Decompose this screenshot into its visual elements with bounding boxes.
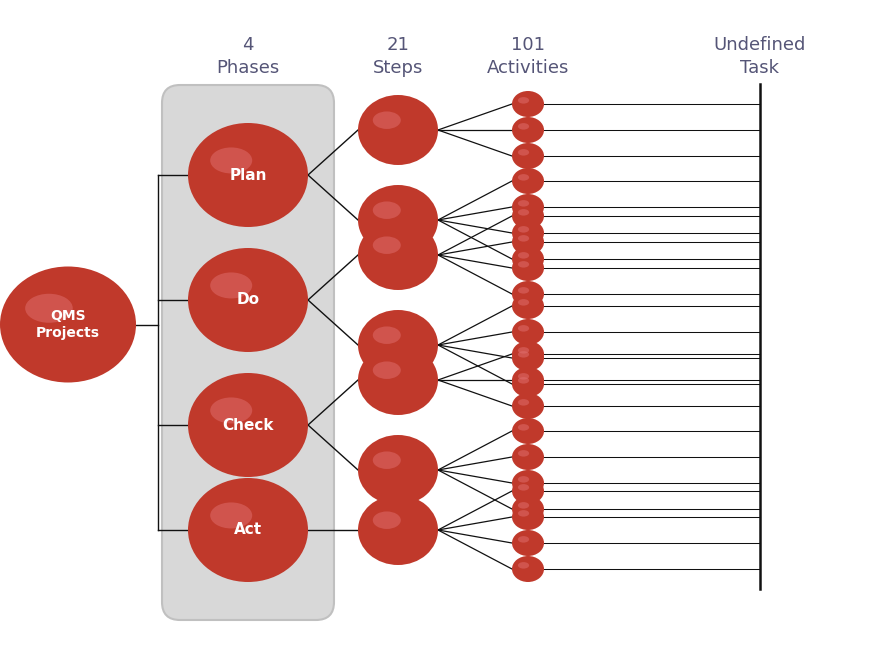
Ellipse shape (518, 476, 529, 483)
Text: 101: 101 (511, 36, 545, 54)
Ellipse shape (518, 562, 529, 569)
Ellipse shape (518, 450, 529, 457)
Ellipse shape (188, 478, 308, 582)
Ellipse shape (373, 511, 400, 529)
Ellipse shape (373, 452, 400, 469)
Ellipse shape (518, 235, 529, 241)
Ellipse shape (512, 91, 544, 117)
Ellipse shape (210, 273, 253, 299)
Ellipse shape (512, 246, 544, 272)
Ellipse shape (512, 293, 544, 319)
Text: 4: 4 (242, 36, 253, 54)
Text: QMS
Projects: QMS Projects (36, 310, 100, 339)
Ellipse shape (512, 281, 544, 307)
Ellipse shape (518, 399, 529, 406)
Text: Activities: Activities (486, 59, 569, 77)
Ellipse shape (512, 496, 544, 522)
Ellipse shape (512, 341, 544, 367)
Ellipse shape (518, 351, 529, 358)
Ellipse shape (373, 361, 400, 379)
Ellipse shape (512, 371, 544, 397)
Ellipse shape (518, 484, 529, 491)
Text: 21: 21 (386, 36, 409, 54)
Ellipse shape (512, 478, 544, 504)
Ellipse shape (512, 556, 544, 582)
Ellipse shape (518, 536, 529, 543)
Text: Task: Task (741, 59, 780, 77)
Ellipse shape (518, 123, 529, 130)
Ellipse shape (512, 504, 544, 530)
Ellipse shape (512, 418, 544, 444)
Ellipse shape (373, 201, 400, 219)
Ellipse shape (358, 495, 438, 565)
Ellipse shape (512, 229, 544, 255)
Ellipse shape (188, 248, 308, 352)
Ellipse shape (512, 168, 544, 194)
Text: Act: Act (234, 522, 262, 537)
Ellipse shape (358, 345, 438, 415)
Text: Undefined: Undefined (714, 36, 806, 54)
Ellipse shape (518, 209, 529, 215)
Ellipse shape (512, 203, 544, 229)
Ellipse shape (210, 147, 253, 173)
Ellipse shape (512, 444, 544, 470)
Ellipse shape (518, 261, 529, 267)
Text: Phases: Phases (216, 59, 280, 77)
Ellipse shape (512, 117, 544, 143)
Ellipse shape (358, 185, 438, 255)
Ellipse shape (512, 367, 544, 393)
Ellipse shape (518, 510, 529, 517)
Ellipse shape (518, 97, 529, 104)
Ellipse shape (188, 373, 308, 477)
Ellipse shape (188, 123, 308, 227)
Ellipse shape (373, 236, 400, 254)
Ellipse shape (518, 287, 529, 293)
Ellipse shape (512, 194, 544, 220)
Ellipse shape (518, 200, 529, 206)
Ellipse shape (512, 345, 544, 371)
Ellipse shape (0, 267, 136, 382)
Text: Check: Check (222, 417, 274, 432)
Ellipse shape (518, 373, 529, 380)
Ellipse shape (518, 377, 529, 384)
Ellipse shape (358, 220, 438, 290)
Ellipse shape (518, 226, 529, 232)
Ellipse shape (373, 112, 400, 129)
Ellipse shape (518, 299, 529, 306)
Text: Steps: Steps (373, 59, 424, 77)
Ellipse shape (512, 255, 544, 281)
Ellipse shape (358, 310, 438, 380)
Ellipse shape (373, 326, 400, 344)
Ellipse shape (512, 530, 544, 556)
Ellipse shape (512, 220, 544, 246)
Ellipse shape (512, 319, 544, 345)
Ellipse shape (512, 143, 544, 169)
Ellipse shape (518, 149, 529, 156)
Ellipse shape (512, 393, 544, 419)
FancyBboxPatch shape (162, 85, 334, 620)
Ellipse shape (210, 502, 253, 528)
Ellipse shape (358, 95, 438, 165)
Ellipse shape (210, 397, 253, 423)
Ellipse shape (518, 325, 529, 332)
Ellipse shape (518, 424, 529, 430)
Ellipse shape (25, 294, 73, 323)
Ellipse shape (512, 470, 544, 496)
Ellipse shape (518, 502, 529, 509)
Ellipse shape (358, 435, 438, 505)
Text: Do: Do (237, 293, 260, 308)
Ellipse shape (518, 347, 529, 354)
Ellipse shape (518, 174, 529, 180)
Text: Plan: Plan (229, 167, 267, 182)
Ellipse shape (518, 252, 529, 258)
